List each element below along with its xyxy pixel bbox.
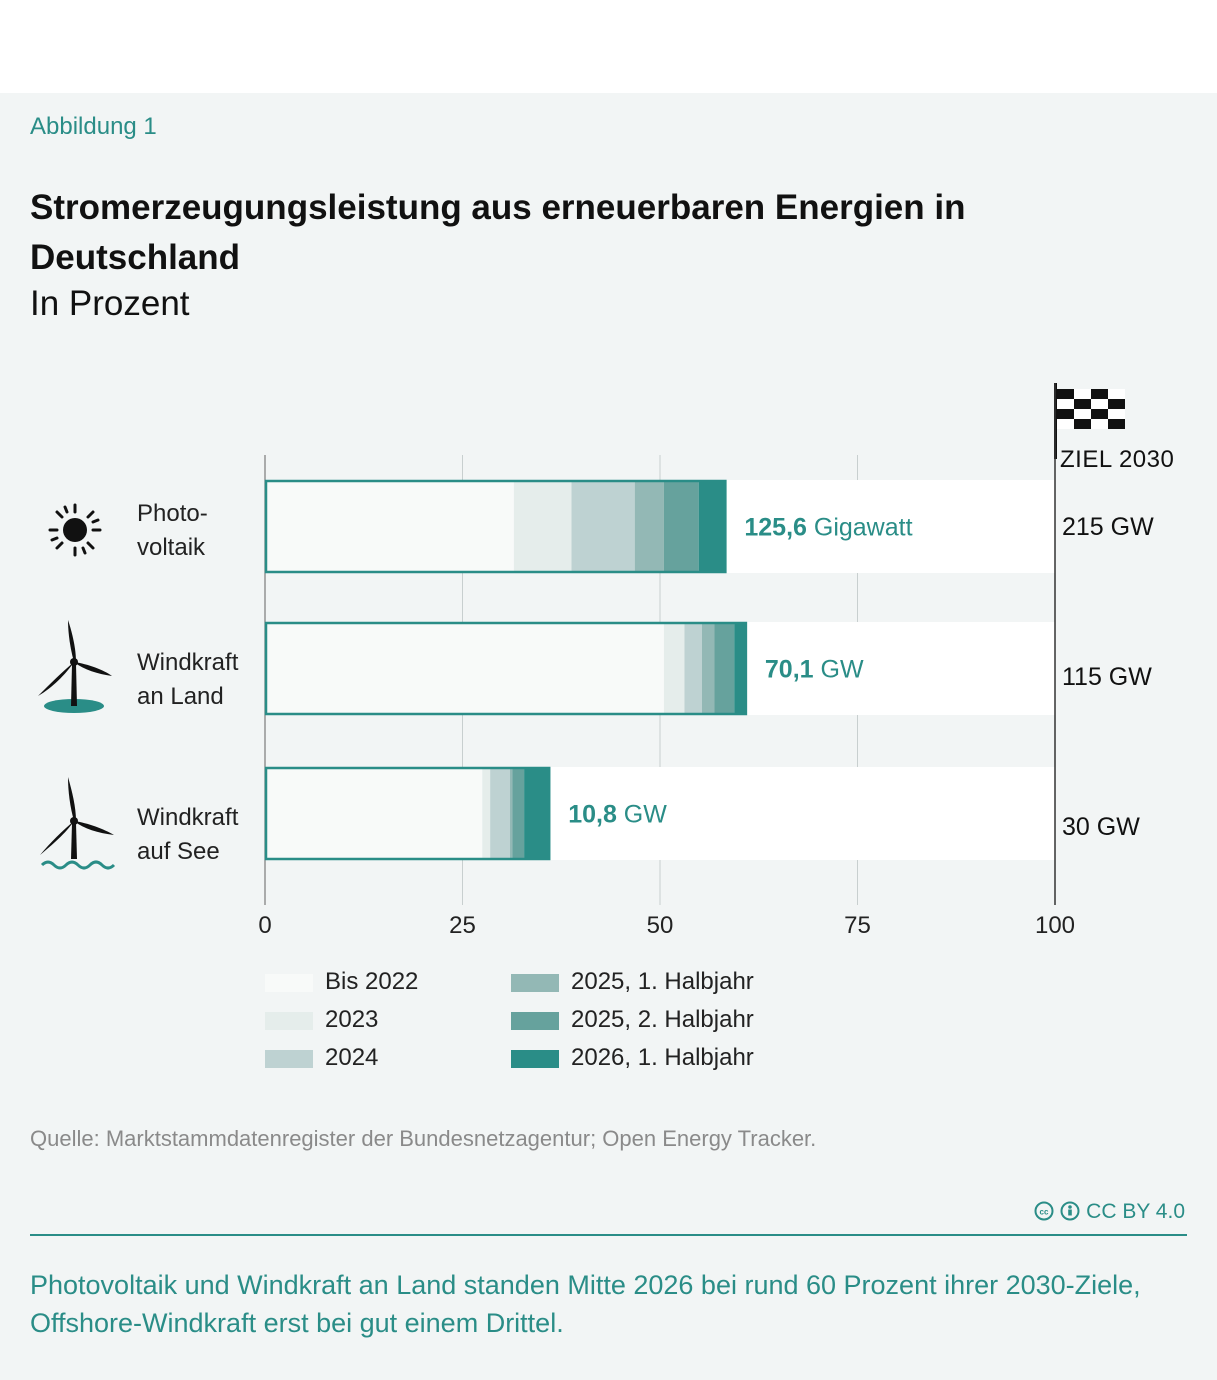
x-tick-label: 0: [258, 912, 271, 939]
chart-title: Stromerzeugungsleistung aus erneuerbaren…: [30, 188, 966, 277]
wind-turbine-land-icon: [38, 620, 112, 713]
source-note: Quelle: Marktstammdatenregister der Bund…: [30, 1126, 817, 1151]
row-label-line: Photo-: [137, 500, 208, 527]
x-tick-label: 25: [449, 912, 476, 939]
row-label-line: Windkraft: [137, 649, 239, 676]
sun-icon: [48, 503, 102, 557]
legend-swatch: [265, 1012, 313, 1030]
value-label: 10,8 GW: [568, 801, 667, 829]
value-label-unit: GW: [814, 656, 864, 684]
legend-label: 2026, 1. Halbjahr: [571, 1044, 754, 1071]
bar-segment-0-0: [265, 480, 514, 573]
legend-swatch: [265, 1050, 313, 1068]
row-label-photovoltaik: Photo- voltaik: [137, 497, 208, 565]
row-label-line: an Land: [137, 683, 224, 710]
value-label-number: 70,1: [765, 656, 814, 684]
figure-kicker: Abbildung 1: [30, 113, 157, 140]
value-label-number: 125,6: [744, 514, 807, 542]
value-label-unit: Gigawatt: [807, 514, 913, 542]
legend-label: 2025, 1. Halbjahr: [571, 968, 754, 995]
legend-label: 2023: [325, 1006, 379, 1033]
goal-label: ZIEL 2030: [1060, 446, 1175, 473]
bar-segment-1-0: [265, 622, 664, 715]
chart-subtitle: In Prozent: [30, 284, 190, 323]
bar-segment-0-3: [634, 480, 664, 573]
legend-swatch: [511, 1012, 559, 1030]
bar-segment-1-1: [663, 622, 685, 715]
legend-swatch: [511, 974, 559, 992]
value-label: 125,6 Gigawatt: [744, 514, 912, 542]
row-label-line: Windkraft: [137, 804, 239, 831]
bar-segment-2-3: [509, 767, 513, 860]
divider: [30, 1234, 1187, 1236]
by-icon: [1060, 1201, 1080, 1221]
bar-segment-1-4: [714, 622, 735, 715]
bar-segment-0-5: [698, 480, 727, 573]
value-label: 70,1 GW: [765, 656, 864, 684]
x-tick-label: 75: [844, 912, 871, 939]
figure-caption: Photovoltaik und Windkraft an Land stand…: [30, 1270, 1141, 1338]
bar-segment-0-2: [571, 480, 635, 573]
license-badge: cc CC BY 4.0: [1034, 1200, 1185, 1224]
bar-segment-0-1: [513, 480, 572, 573]
cc-icon: cc: [1034, 1201, 1054, 1221]
target-photovoltaik: 215 GW: [1062, 513, 1154, 541]
legend-swatch: [511, 1050, 559, 1068]
bar-segment-2-1: [482, 767, 491, 860]
bar-outline: [264, 621, 748, 716]
x-tick-label: 100: [1035, 912, 1075, 939]
row-label-line: auf See: [137, 838, 220, 865]
target-windkraft-see: 30 GW: [1062, 813, 1140, 841]
license-text: CC BY 4.0: [1086, 1200, 1185, 1223]
bar-segment-1-5: [734, 622, 747, 715]
checkered-flag-icon: [1054, 383, 1125, 459]
bar-segment-0-4: [663, 480, 699, 573]
row-label-line: voltaik: [137, 534, 206, 561]
bar-segment-2-4: [512, 767, 525, 860]
bar-segment-2-5: [524, 767, 551, 860]
value-label-number: 10,8: [568, 801, 617, 829]
row-label-windkraft-see: Windkraft auf See: [137, 801, 238, 869]
legend-label: 2025, 2. Halbjahr: [571, 1006, 754, 1033]
wind-turbine-sea-icon: [40, 777, 116, 870]
row-label-windkraft-land: Windkraft an Land: [137, 646, 238, 714]
legend-label: 2024: [325, 1044, 379, 1071]
bar-outline: [264, 766, 551, 861]
legend-swatch: [265, 974, 313, 992]
target-windkraft-land: 115 GW: [1062, 663, 1152, 691]
x-tick-label: 50: [647, 912, 674, 939]
value-label-unit: GW: [617, 801, 667, 829]
bar-segment-1-2: [684, 622, 702, 715]
figure-panel: [0, 93, 1217, 1380]
bar-outline: [264, 479, 727, 574]
legend-label: Bis 2022: [325, 968, 419, 995]
bar-segment-2-2: [490, 767, 510, 860]
bar-segment-2-0: [265, 767, 483, 860]
bar-segment-1-3: [701, 622, 715, 715]
svg-text:cc: cc: [1040, 1208, 1049, 1217]
